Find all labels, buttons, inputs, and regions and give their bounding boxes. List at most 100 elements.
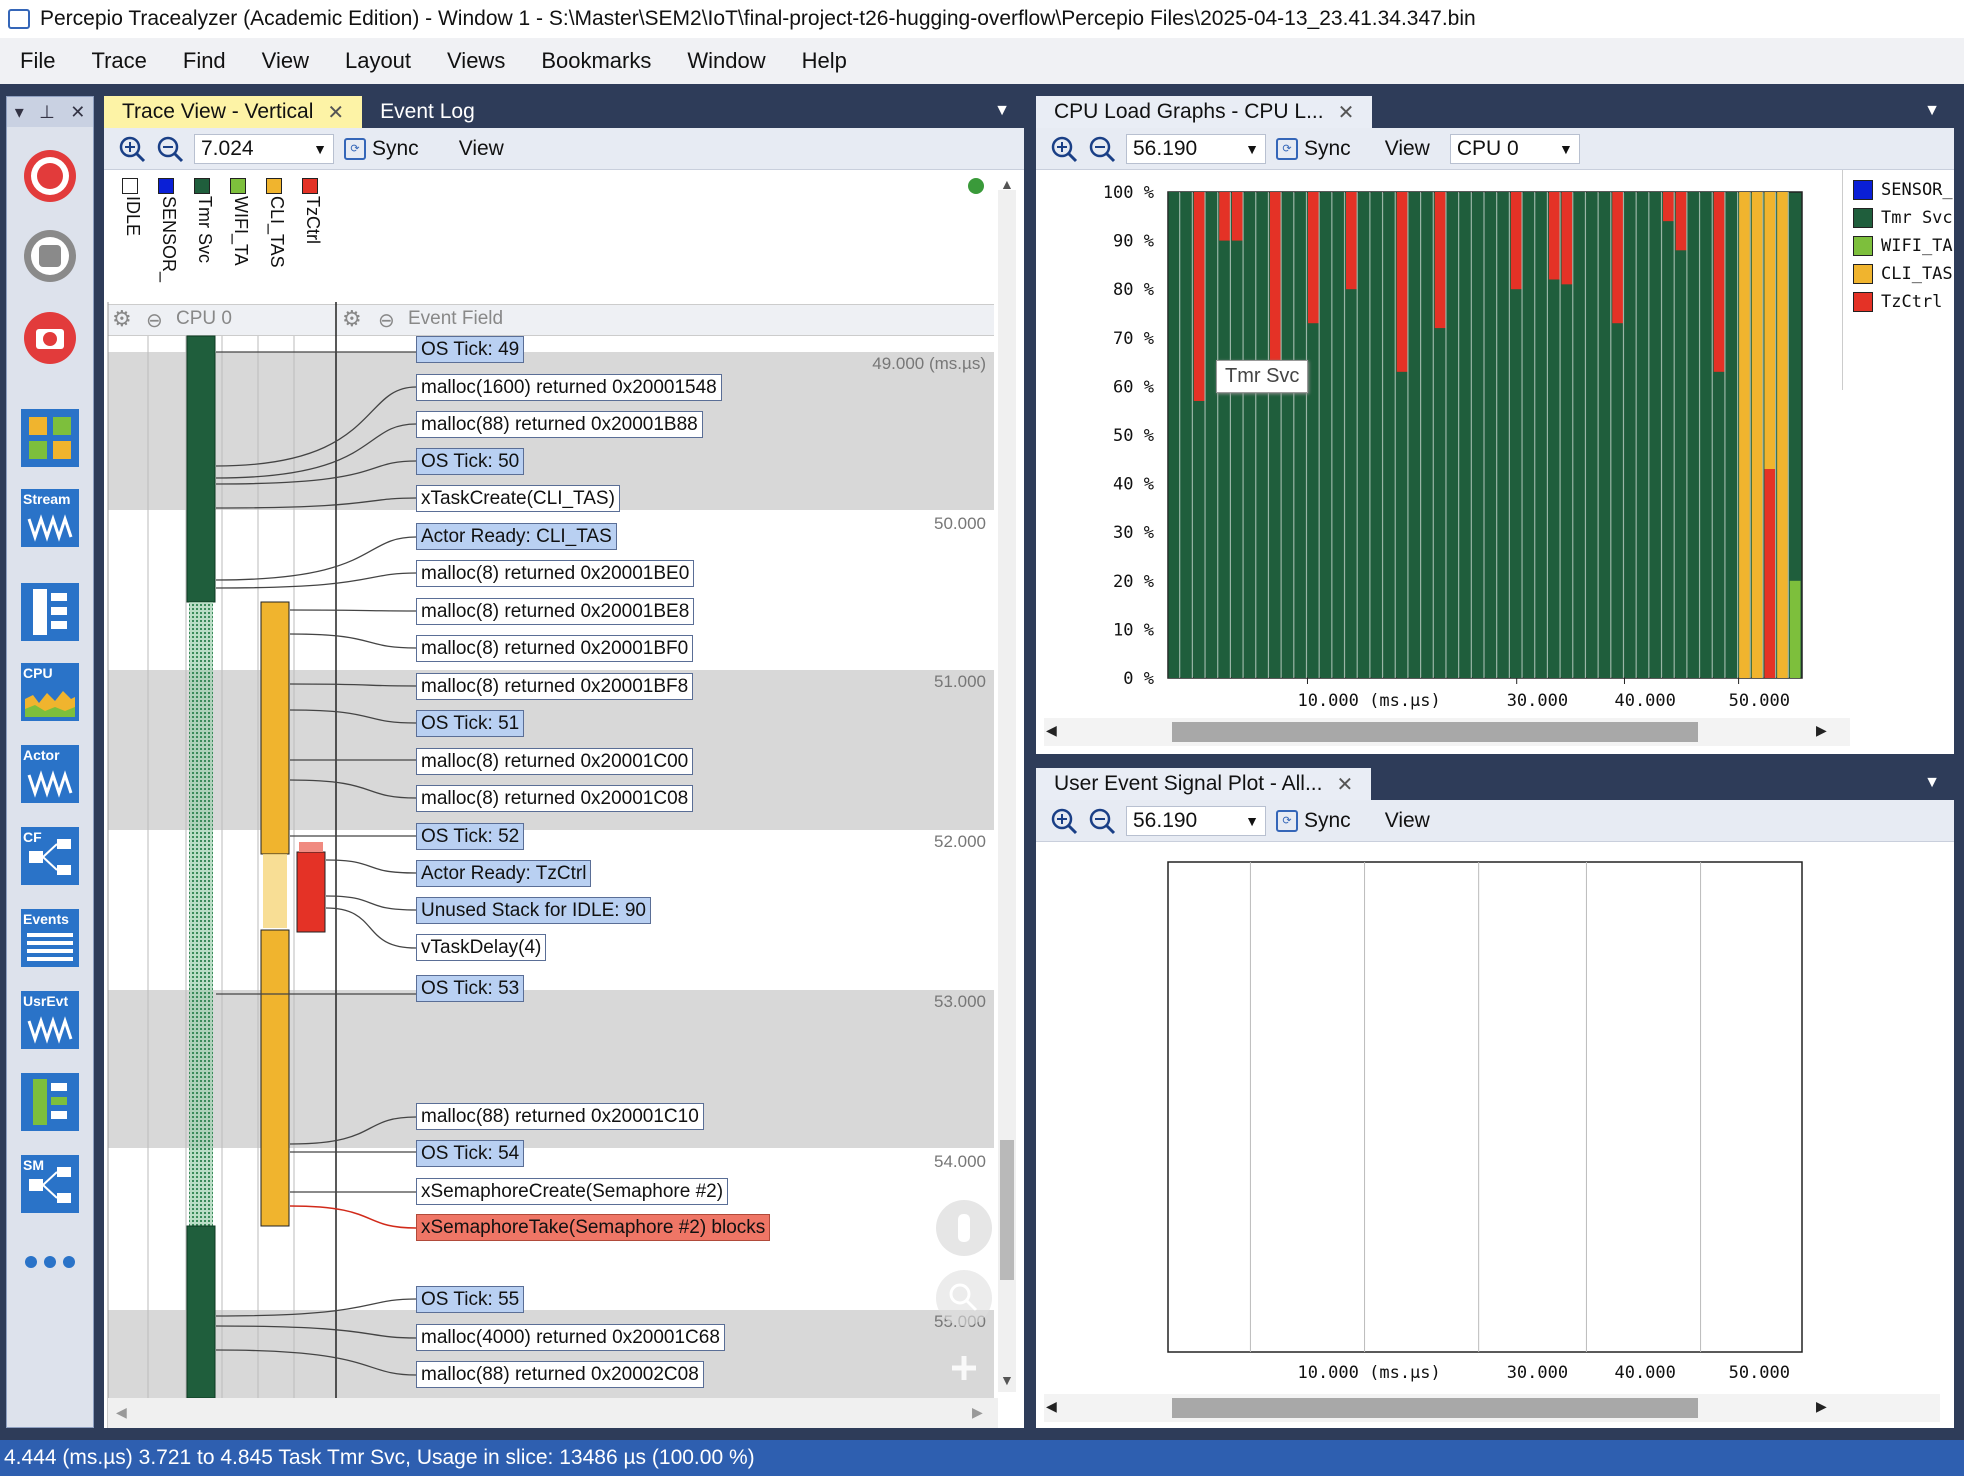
menu-file[interactable]: File <box>20 48 56 73</box>
bar-segment <box>1231 240 1243 678</box>
cpu-select[interactable]: CPU 0 ▼ <box>1449 133 1580 164</box>
state-machine-icon <box>29 1167 71 1203</box>
actor-button[interactable]: Actor <box>21 745 79 803</box>
snapshot-button[interactable] <box>21 309 79 367</box>
bar-segment <box>1269 192 1281 372</box>
tab-user-event-signal-plot[interactable]: User Event Signal Plot - All... ✕ <box>1036 768 1372 800</box>
chevron-down-icon[interactable]: ▾ <box>14 101 24 122</box>
record-button[interactable] <box>21 147 79 205</box>
zoom-level-combo[interactable]: 56.190 ▼ <box>1126 133 1266 164</box>
bar-segment <box>1168 192 1180 678</box>
close-icon[interactable]: ✕ <box>327 101 345 124</box>
bar-segment <box>1371 192 1383 678</box>
bar-segment <box>1269 371 1281 678</box>
menu-trace[interactable]: Trace <box>91 48 147 73</box>
stream-button[interactable]: Stream <box>21 489 79 547</box>
menu-find[interactable]: Find <box>182 48 226 73</box>
legend-item: Tmr Svc <box>1853 204 1954 232</box>
cpu-load-chart[interactable]: 100 % 90 % 80 % 70 % 60 % 50 % 40 % 30 % 20 % 10 … <box>1036 170 1832 710</box>
chevron-down-icon[interactable]: ▼ <box>1924 102 1940 119</box>
menu-layout[interactable]: Layout <box>344 48 412 73</box>
close-icon[interactable]: ✕ <box>1336 773 1354 796</box>
trace-canvas[interactable] <box>104 170 1024 1428</box>
zoom-in-icon[interactable] <box>1050 807 1078 835</box>
zoom-in-icon[interactable] <box>118 135 146 163</box>
bar-segment <box>1282 192 1294 678</box>
trace-toolbar: 7.024 ▼ ⟳ Sync View <box>104 128 1024 170</box>
scroll-right-icon[interactable]: ▶ <box>1816 722 1827 738</box>
sync-button[interactable]: ⟳ Sync <box>1276 809 1351 833</box>
bar-segment <box>1688 192 1700 678</box>
sync-button[interactable]: ⟳ Sync <box>344 137 419 161</box>
view-menu-button[interactable]: View <box>458 136 504 160</box>
zoom-level-combo[interactable]: 7.024 ▼ <box>194 133 334 164</box>
sync-label: Sync <box>372 136 419 160</box>
chevron-down-icon[interactable]: ▼ <box>994 102 1010 119</box>
sync-button[interactable]: ⟳ Sync <box>1276 137 1351 161</box>
pin-icon[interactable]: ⊥ <box>39 101 55 122</box>
scroll-left-icon[interactable]: ◀ <box>1046 722 1057 738</box>
camera-icon <box>24 312 76 364</box>
cpu-tab-strip: CPU Load Graphs - CPU L... ✕ ▼ <box>1036 94 1954 128</box>
user-events-button[interactable]: UsrEvt <box>21 991 79 1049</box>
user-event-chart[interactable]: 10.000 (ms.µs) 30.000 40.000 50.000 <box>1036 842 1954 1382</box>
cpu-load-button[interactable]: CPU <box>21 663 79 721</box>
object-history-button[interactable] <box>21 1073 79 1131</box>
menu-view[interactable]: View <box>261 48 309 73</box>
menu-window[interactable]: Window <box>687 48 766 73</box>
bar-segment <box>1663 221 1674 678</box>
bar-segment <box>1663 192 1674 222</box>
zoom-out-icon[interactable] <box>156 135 184 163</box>
stop-button[interactable] <box>21 227 79 285</box>
x-tick-label: 30.000 <box>1507 691 1568 710</box>
zoom-level-combo[interactable]: 56.190 ▼ <box>1126 805 1266 836</box>
trace-view-panel: Trace View - Vertical ✕ Event Log ▼ 7.02… <box>104 94 1024 1428</box>
view-menu-button[interactable]: View <box>1384 808 1430 832</box>
view-menu-button[interactable]: View <box>1384 136 1430 160</box>
trace-view-button[interactable] <box>21 583 79 641</box>
tab-cpu-load-graphs[interactable]: CPU Load Graphs - CPU L... ✕ <box>1036 96 1373 128</box>
tab-label: User Event Signal Plot - All... <box>1054 772 1323 795</box>
user-event-signal-plot-panel: User Event Signal Plot - All... ✕ ▼ 56.1… <box>1036 766 1954 1428</box>
scrollbar-thumb[interactable] <box>1172 1398 1698 1418</box>
sync-icon: ⟳ <box>344 137 366 160</box>
menu-views[interactable]: Views <box>447 48 506 73</box>
scroll-left-icon[interactable]: ◀ <box>1046 1398 1057 1414</box>
bar-segment <box>1764 469 1776 678</box>
bar-segment <box>1548 279 1560 678</box>
communication-flow-button[interactable]: CF <box>21 827 79 885</box>
scrollbar-thumb[interactable] <box>1172 722 1698 742</box>
bar-segment <box>1726 192 1738 678</box>
close-icon[interactable]: ✕ <box>1337 101 1355 124</box>
record-icon <box>24 150 76 202</box>
more-tools-button[interactable] <box>21 1247 79 1277</box>
state-machine-button[interactable]: SM <box>21 1155 79 1213</box>
legend-label: SENSOR_ <box>1881 180 1953 200</box>
dashboard-button[interactable] <box>21 409 79 467</box>
events-button[interactable]: Events <box>21 909 79 967</box>
bar-segment <box>1523 192 1535 678</box>
tab-event-log[interactable]: Event Log <box>362 96 493 128</box>
bar-segment <box>1333 192 1345 678</box>
ue-chart-area: 10.000 (ms.µs) 30.000 40.000 50.000 ◀ ▶ <box>1036 842 1954 1428</box>
chevron-down-icon[interactable]: ▼ <box>1924 774 1940 791</box>
close-icon[interactable]: ✕ <box>70 101 86 122</box>
bar-segment <box>1739 192 1750 678</box>
legend-swatch <box>1853 208 1873 228</box>
menu-help[interactable]: Help <box>801 48 847 73</box>
menu-bookmarks[interactable]: Bookmarks <box>541 48 652 73</box>
bar-segment <box>1384 192 1395 678</box>
legend-item: WIFI_TA <box>1853 232 1954 260</box>
zoom-out-icon[interactable] <box>1088 135 1116 163</box>
legend-swatch <box>1853 180 1873 200</box>
tab-label: Trace View - Vertical <box>122 100 314 123</box>
stream-label: Stream <box>23 491 71 507</box>
chevron-down-icon: ▼ <box>1558 140 1573 157</box>
legend-label: Tmr Svc <box>1881 208 1953 228</box>
scroll-right-icon[interactable]: ▶ <box>1816 1398 1827 1414</box>
tab-trace-view-vertical[interactable]: Trace View - Vertical ✕ <box>104 96 363 128</box>
zoom-out-icon[interactable] <box>1088 807 1116 835</box>
y-tick-label: 10 % <box>1113 620 1154 640</box>
zoom-in-icon[interactable] <box>1050 135 1078 163</box>
y-tick-label: 60 % <box>1113 377 1154 397</box>
